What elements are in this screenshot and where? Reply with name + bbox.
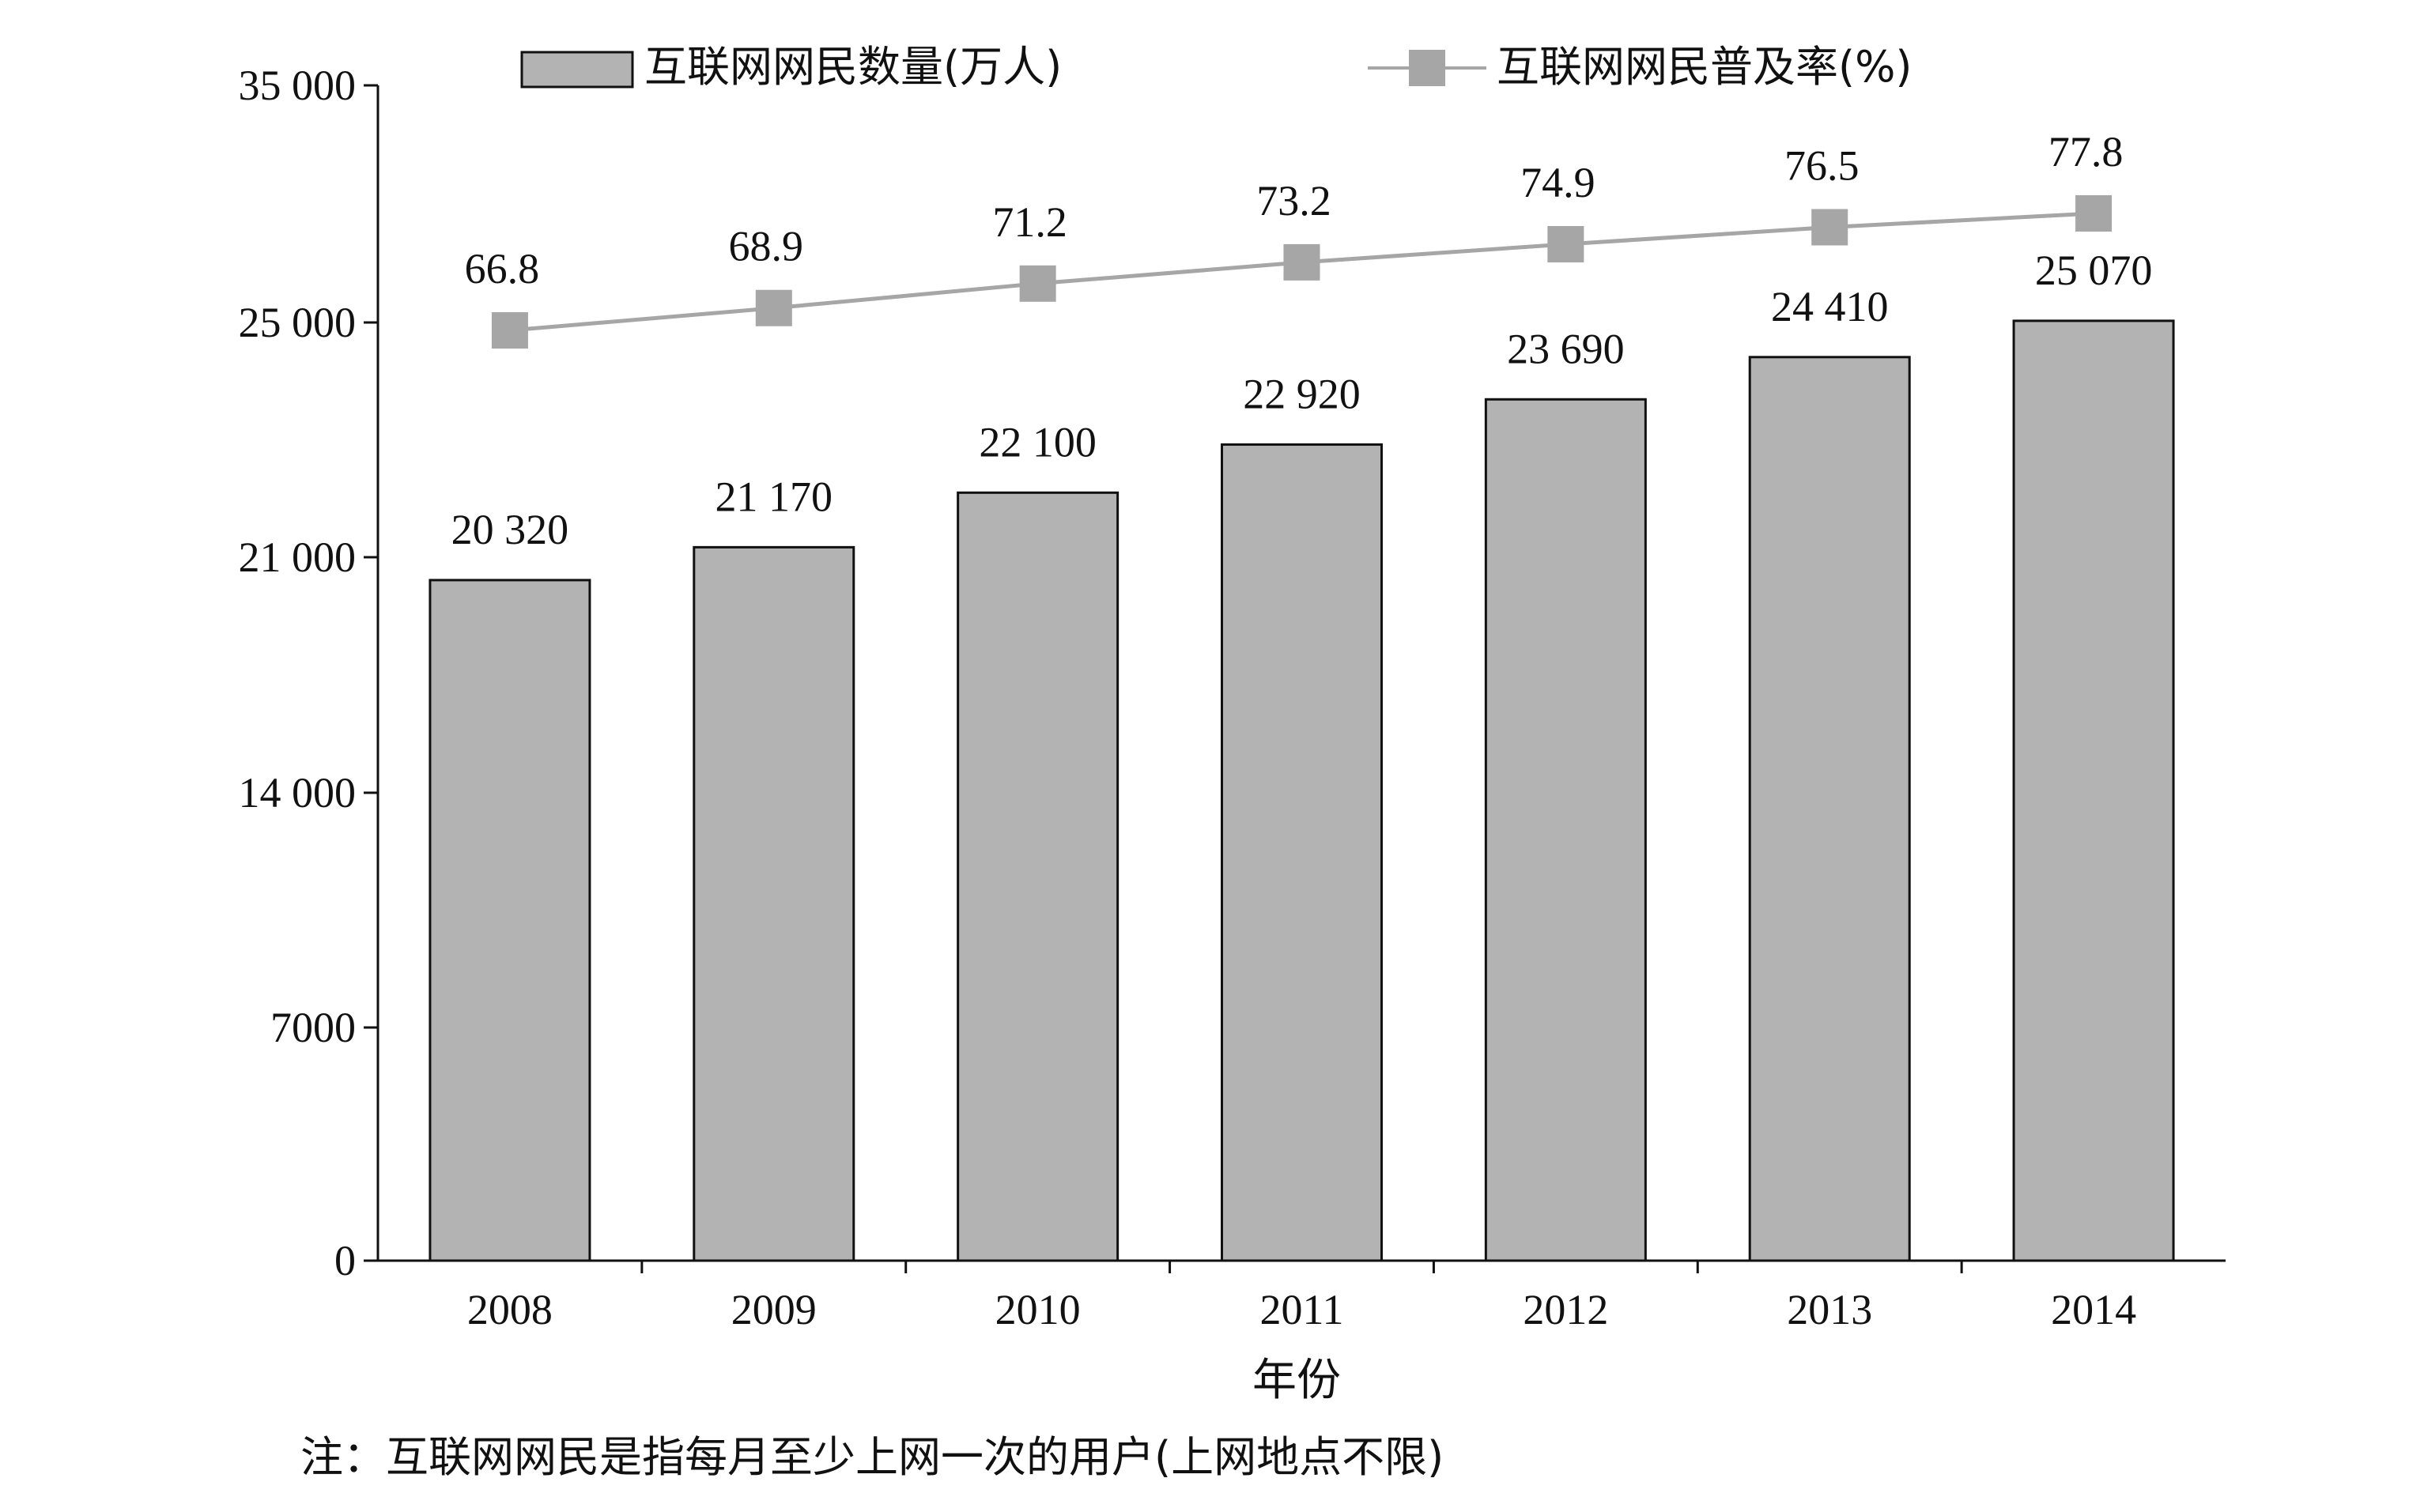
chart-note: 注：互联网网民是指每月至少上网一次的用户(上网地点不限) (300, 1432, 1444, 1482)
rate-marker-2013 (1811, 209, 1848, 246)
legend: 互联网网民数量(万人) 互联网网民普及率(%) (520, 42, 1912, 92)
bar-value-label: 23 690 (1507, 325, 1625, 372)
x-tick-label: 2008 (467, 1286, 553, 1333)
y-axis-ticks: 0 7000 14 000 21 000 25 000 35 000 (239, 62, 378, 1284)
bar-data-labels: 20 320 21 170 22 100 22 920 23 690 24 410 25 0… (451, 247, 2153, 553)
rate-marker-2014 (2075, 195, 2113, 232)
rate-marker-2009 (755, 289, 792, 326)
legend-line-label: 互联网网民普及率(%) (1497, 42, 1912, 92)
bar-2011 (1221, 443, 1383, 1262)
x-tick-label: 2013 (1787, 1286, 1872, 1333)
bar-value-label: 24 410 (1771, 283, 1889, 330)
x-tick-label: 2012 (1523, 1286, 1608, 1333)
y-tick-label: 0 (334, 1237, 356, 1284)
rate-marker-2012 (1547, 226, 1584, 263)
bar-value-label: 25 070 (2035, 247, 2153, 294)
y-tick-label: 14 000 (239, 769, 357, 816)
rate-marker-2010 (1019, 265, 1056, 302)
x-tick-label: 2009 (731, 1286, 817, 1333)
legend-bar-swatch (520, 51, 634, 89)
bar-value-label: 22 920 (1243, 370, 1361, 417)
line-data-labels: 66.8 68.9 71.2 73.2 74.9 76.5 77.8 (465, 128, 2124, 292)
rate-value-label: 77.8 (2048, 128, 2124, 175)
y-tick-label: 7000 (270, 1004, 356, 1051)
bar-series (429, 319, 2175, 1262)
y-tick-label: 21 000 (239, 534, 357, 581)
rate-marker-2008 (491, 312, 528, 349)
bar-2012 (1484, 398, 1647, 1262)
bar-2008 (429, 579, 591, 1262)
x-axis-ticks: 2008 2009 2010 2011 2012 2013 2014 (467, 1261, 2136, 1333)
x-axis-title: 年份 (1252, 1355, 1341, 1406)
rate-value-label: 73.2 (1256, 177, 1331, 224)
bar-2010 (957, 491, 1120, 1262)
x-tick-label: 2011 (1260, 1286, 1344, 1333)
bar-value-label: 20 320 (451, 506, 569, 553)
y-tick-label: 35 000 (239, 62, 357, 109)
rate-value-label: 68.9 (729, 223, 804, 270)
legend-bar-label: 互联网网民数量(万人) (644, 42, 1062, 92)
legend-line-marker (1409, 50, 1445, 86)
rate-value-label: 76.5 (1784, 141, 1860, 189)
y-tick-label: 25 000 (239, 299, 357, 346)
rate-value-label: 71.2 (992, 198, 1067, 246)
rate-value-label: 66.8 (465, 245, 540, 292)
bar-2013 (1748, 356, 1911, 1262)
bar-value-label: 22 100 (979, 418, 1097, 466)
line-series (491, 195, 2113, 349)
x-tick-label: 2014 (2051, 1286, 2136, 1333)
rate-value-label: 74.9 (1520, 159, 1595, 206)
bar-2009 (693, 545, 855, 1262)
rate-marker-2011 (1283, 243, 1320, 281)
x-tick-label: 2010 (995, 1286, 1081, 1333)
bar-2014 (2012, 319, 2175, 1262)
bar-value-label: 21 170 (716, 473, 833, 520)
